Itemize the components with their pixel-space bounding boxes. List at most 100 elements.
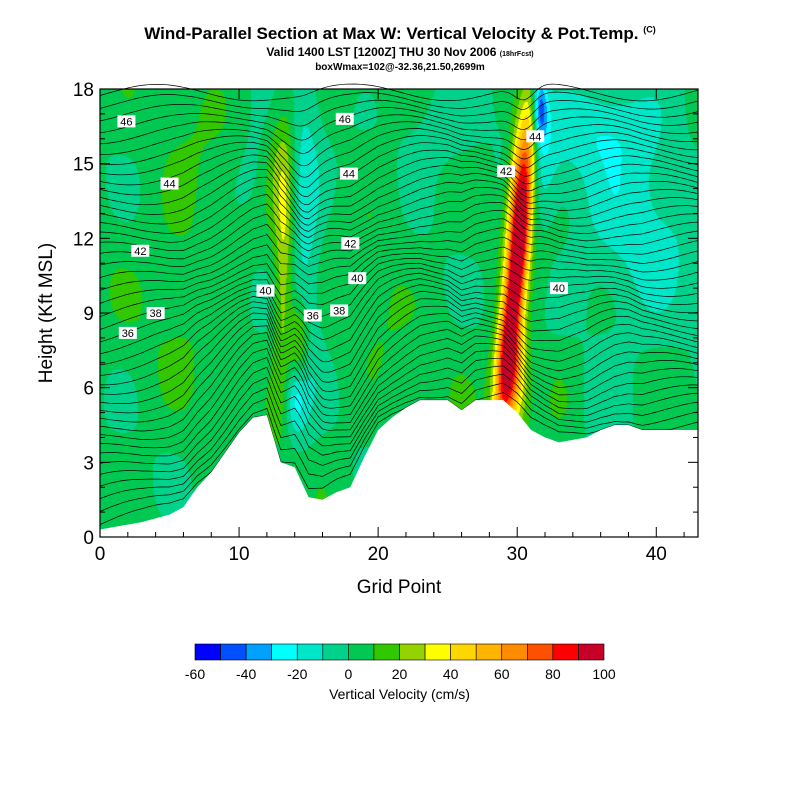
theta-contour-line <box>99 194 699 252</box>
theta-label-bg <box>160 177 179 190</box>
theta-label: 40 <box>256 284 275 298</box>
colorbar-tick-label: -60 <box>185 666 205 682</box>
theta-contour-line <box>99 179 699 234</box>
y-tick-label: 18 <box>73 80 94 101</box>
theta-contour-line <box>99 262 699 343</box>
theta-contour-line <box>99 305 699 414</box>
theta-contour-line <box>99 209 699 268</box>
y-tick-label: 0 <box>83 528 94 549</box>
chart-title: Wind-Parallel Section at Max W: Vertical… <box>0 24 800 44</box>
theta-contour-line <box>99 186 699 243</box>
theta-contour-line <box>99 227 699 291</box>
contour-labels: 46 46 44 44 44 42 42 42 40 40 40 38 38 36 36 <box>117 112 568 340</box>
theta-label-text: 44 <box>529 131 541 143</box>
theta-label-text: 42 <box>500 166 512 178</box>
colorbar-swatch <box>450 643 477 661</box>
theta-contour-line <box>99 121 699 167</box>
x-tick-label: 30 <box>507 544 528 565</box>
colorbar-swatch <box>245 643 272 661</box>
theta-label: 38 <box>146 307 165 320</box>
theta-label: 40 <box>549 282 568 295</box>
theta-label: 42 <box>497 165 516 178</box>
theta-label-bg <box>117 115 136 128</box>
potential-temperature-contours <box>99 83 699 525</box>
theta-label-text: 40 <box>259 286 271 298</box>
colorbar-tick-label: 100 <box>592 666 616 682</box>
terrain <box>100 400 698 538</box>
theta-label-bg <box>256 284 275 297</box>
theta-label: 40 <box>348 272 367 285</box>
colorbar-tick-label: -40 <box>236 666 256 682</box>
colorbar-swatch <box>475 643 503 661</box>
theta-label-bg <box>335 112 354 125</box>
plot-area: 46 46 44 44 44 42 42 42 40 40 40 38 38 36 36 <box>99 83 699 538</box>
theta-contour-line <box>99 128 698 178</box>
colorbar: -60 -40 -20 0 20 40 60 80 100 <box>185 643 616 682</box>
theta-contour-line <box>99 83 699 102</box>
theta-contour-line <box>99 91 699 112</box>
theta-label: 46 <box>335 112 354 126</box>
theta-label-text: 46 <box>120 116 132 128</box>
theta-label-bg <box>146 307 165 319</box>
theta-contour-line <box>99 320 699 432</box>
theta-label: 36 <box>303 309 322 322</box>
theta-contour-line <box>99 313 699 423</box>
theta-contour-line <box>99 291 699 395</box>
theta-label: 44 <box>526 130 545 143</box>
theta-contour-line <box>99 149 699 206</box>
theta-contour-line <box>99 328 699 440</box>
chart-title-text: Wind-Parallel Section at Max W: Vertical… <box>144 24 639 43</box>
theta-label-bg <box>330 304 349 317</box>
theta-label-bg <box>341 237 360 250</box>
y-tick-label: 6 <box>83 379 94 400</box>
colorbar-swatch <box>527 643 554 661</box>
colorbar-swatch <box>501 643 528 661</box>
theta-label-text: 38 <box>150 308 162 320</box>
chart-title-tag: (C) <box>643 24 656 35</box>
y-tick-label: 9 <box>83 304 94 325</box>
colorbar-tick-label: 60 <box>494 666 510 682</box>
colorbar-title: Vertical Velocity (cm/s) <box>329 686 470 702</box>
theta-contour-line <box>99 142 699 197</box>
colorbar-swatch <box>578 643 605 661</box>
theta-label-bg <box>131 244 150 257</box>
theta-label: 44 <box>160 177 179 191</box>
x-tick-label: 0 <box>95 544 106 565</box>
theta-contour-line <box>99 365 699 487</box>
theta-contour-line <box>99 164 699 220</box>
theta-contour-line <box>99 114 699 154</box>
theta-contour-line <box>100 335 699 449</box>
theta-label-bg <box>118 326 137 339</box>
theta-label-text: 38 <box>333 306 345 318</box>
theta-contour-line <box>99 157 699 213</box>
theta-contour-line <box>99 107 699 141</box>
y-tick-label: 3 <box>83 453 94 474</box>
theta-label-text: 36 <box>307 310 319 322</box>
colorbar-swatch <box>424 643 451 661</box>
theta-contour-line <box>99 99 699 127</box>
theta-label-text: 42 <box>344 238 356 250</box>
theta-contour-line <box>99 201 699 260</box>
theta-contour-line <box>99 246 699 317</box>
theta-contour-line <box>100 284 699 386</box>
colorbar-swatch <box>296 643 324 661</box>
theta-contour-line <box>99 343 699 457</box>
theta-label: 38 <box>330 304 349 318</box>
theta-contour-line <box>99 134 699 188</box>
y-tick-label: 12 <box>73 229 94 250</box>
theta-label-text: 46 <box>339 114 351 126</box>
theta-label-text: 42 <box>134 246 146 258</box>
theta-label-text: 36 <box>122 328 134 340</box>
colorbar-tick-label: 80 <box>545 666 561 682</box>
theta-contour-line <box>99 278 699 376</box>
theta-label-text: 40 <box>351 273 363 285</box>
theta-label-bg <box>549 282 568 295</box>
colorbar-tick-label: 0 <box>344 666 352 682</box>
theta-contour-line <box>99 236 699 304</box>
colorbar-tick-label: 40 <box>443 666 459 682</box>
theta-contour-line <box>99 218 699 278</box>
x-tick-label: 10 <box>228 544 249 565</box>
y-axis-label: Height (Kft MSL) <box>36 243 57 383</box>
